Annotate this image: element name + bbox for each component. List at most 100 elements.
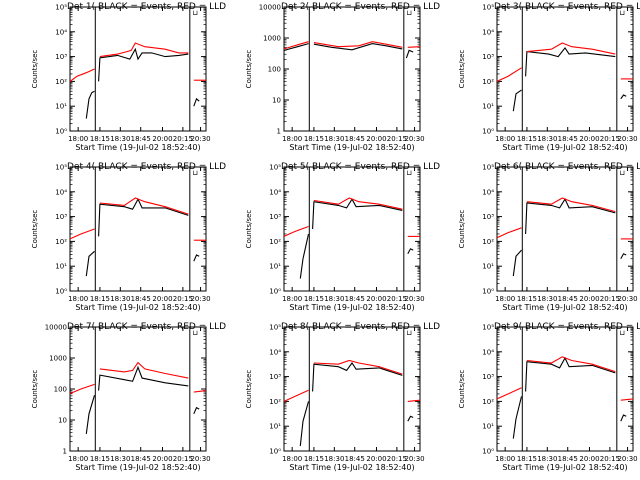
events-series-segment-2 xyxy=(98,365,189,391)
x-tick-label: 18:00 xyxy=(282,295,302,303)
lld-series-segment-1 xyxy=(284,225,309,237)
y-tick-label: 10⁰ xyxy=(482,448,494,456)
y-tick-label: 10⁴ xyxy=(269,348,281,356)
x-tick-label: 20:15 xyxy=(173,295,193,303)
y-tick-label: 10⁴ xyxy=(482,188,494,196)
x-tick-label: 18:15 xyxy=(90,295,110,303)
x-tick-label: 18:45 xyxy=(131,455,151,463)
y-tick-label: 100 xyxy=(268,66,281,74)
x-tick-label: 20:15 xyxy=(387,295,407,303)
data-gap-marker: ⊔ xyxy=(192,329,197,337)
y-tick-label: 10³ xyxy=(482,213,494,221)
detector-panel-7: Det 7( BLACK = Events, RED = LLD⊔1101001… xyxy=(31,322,226,472)
series-group xyxy=(497,197,633,277)
x-tick-label: 20:30 xyxy=(617,295,637,303)
series-group xyxy=(284,197,420,279)
data-gap-marker: ⊔ xyxy=(192,9,197,17)
series-group xyxy=(497,356,633,439)
lld-series-segment-3 xyxy=(193,390,206,393)
x-axis-label: Start Time (19-Jul-02 18:52:40) xyxy=(502,143,627,152)
x-tick-label: 18:00 xyxy=(68,295,88,303)
lld-series-segment-2 xyxy=(526,356,616,373)
x-tick-label: 20:00 xyxy=(366,455,386,463)
plot-frame xyxy=(496,166,634,292)
y-tick-label: 10000 xyxy=(259,4,281,12)
x-tick-label: 18:15 xyxy=(90,135,110,143)
x-tick-label: 18:30 xyxy=(537,295,557,303)
y-tick-label: 10⁵ xyxy=(482,4,494,12)
x-tick-label: 18:00 xyxy=(495,295,515,303)
lld-series-segment-2 xyxy=(313,359,403,375)
y-axis-label: Counts/sec xyxy=(245,50,253,89)
x-tick-label: 20:00 xyxy=(152,455,172,463)
detector-panel-2: Det 2( BLACK = Events, RED = LLD⊔1101001… xyxy=(245,2,440,152)
y-tick-label: 10² xyxy=(55,238,67,246)
events-series-segment-3 xyxy=(193,97,200,107)
x-tick-label: 18:45 xyxy=(345,295,365,303)
lld-series-segment-1 xyxy=(284,389,309,402)
x-axis-label: Start Time (19-Jul-02 18:52:40) xyxy=(502,303,627,312)
x-tick-label: 18:15 xyxy=(517,135,537,143)
data-gap-marker: ⊔ xyxy=(406,329,411,337)
x-tick-label: 20:15 xyxy=(173,135,193,143)
x-tick-label: 18:30 xyxy=(110,455,130,463)
y-tick-label: 1 xyxy=(63,448,67,456)
events-series-segment-1 xyxy=(512,89,522,112)
events-series-segment-2 xyxy=(98,197,189,237)
lld-series-segment-3 xyxy=(407,46,420,48)
lld-series-segment-1 xyxy=(284,41,309,50)
detector-panel-9: Det 9( BLACK = Events, RED = LLD⊔10⁰10¹1… xyxy=(458,322,640,472)
y-axis-label: Counts/sec xyxy=(458,210,466,249)
x-tick-label: 20:00 xyxy=(579,455,599,463)
x-tick-label: 20:30 xyxy=(617,455,637,463)
y-tick-label: 10¹ xyxy=(482,423,494,431)
y-tick-label: 10³ xyxy=(269,373,281,381)
lld-series-segment-1 xyxy=(70,68,95,82)
y-tick-label: 10² xyxy=(482,78,494,86)
x-axis-label: Start Time (19-Jul-02 18:52:40) xyxy=(289,143,414,152)
x-axis-label: Start Time (19-Jul-02 18:52:40) xyxy=(75,143,200,152)
x-tick-label: 18:00 xyxy=(282,135,302,143)
lld-series-segment-2 xyxy=(313,197,403,210)
y-tick-label: 10³ xyxy=(55,53,67,61)
events-series-segment-1 xyxy=(512,249,522,277)
y-tick-label: 10⁰ xyxy=(269,448,281,456)
y-tick-label: 10² xyxy=(482,398,494,406)
x-tick-label: 20:15 xyxy=(173,455,193,463)
x-tick-label: 18:00 xyxy=(495,135,515,143)
y-tick-label: 1000 xyxy=(49,355,67,363)
y-tick-label: 10⁰ xyxy=(482,288,494,296)
events-series-segment-1 xyxy=(284,43,309,51)
y-tick-label: 10³ xyxy=(55,213,67,221)
detector-panel-6: Det 6( BLACK = Events, RED = LLD⊔10⁰10¹1… xyxy=(458,162,640,312)
x-tick-label: 18:00 xyxy=(495,455,515,463)
x-tick-label: 18:30 xyxy=(537,135,557,143)
events-series-segment-1 xyxy=(85,250,95,277)
events-series-segment-3 xyxy=(620,414,627,422)
y-axis-label: Counts/sec xyxy=(31,370,39,409)
plot-frame xyxy=(69,166,207,292)
y-axis-label: Counts/sec xyxy=(31,50,39,89)
y-tick-label: 10⁵ xyxy=(482,164,494,172)
events-series-segment-3 xyxy=(407,415,414,422)
series-group xyxy=(70,361,206,434)
lld-series-segment-1 xyxy=(497,67,522,82)
x-tick-label: 18:15 xyxy=(304,295,324,303)
y-tick-label: 10¹ xyxy=(482,103,494,111)
x-tick-label: 20:30 xyxy=(190,135,210,143)
y-tick-label: 10¹ xyxy=(269,263,281,271)
y-tick-label: 10⁵ xyxy=(269,164,281,172)
lld-series-segment-2 xyxy=(99,361,189,379)
x-tick-label: 20:15 xyxy=(387,455,407,463)
events-series-segment-3 xyxy=(620,253,627,260)
data-gap-marker: ⊔ xyxy=(619,169,624,177)
x-tick-label: 20:30 xyxy=(190,295,210,303)
plot-frame xyxy=(283,166,421,292)
x-tick-label: 20:00 xyxy=(152,295,172,303)
y-tick-label: 10⁴ xyxy=(482,348,494,356)
x-tick-label: 18:15 xyxy=(517,295,537,303)
x-tick-label: 18:00 xyxy=(68,455,88,463)
x-tick-label: 20:00 xyxy=(579,295,599,303)
events-series-segment-3 xyxy=(193,406,200,415)
